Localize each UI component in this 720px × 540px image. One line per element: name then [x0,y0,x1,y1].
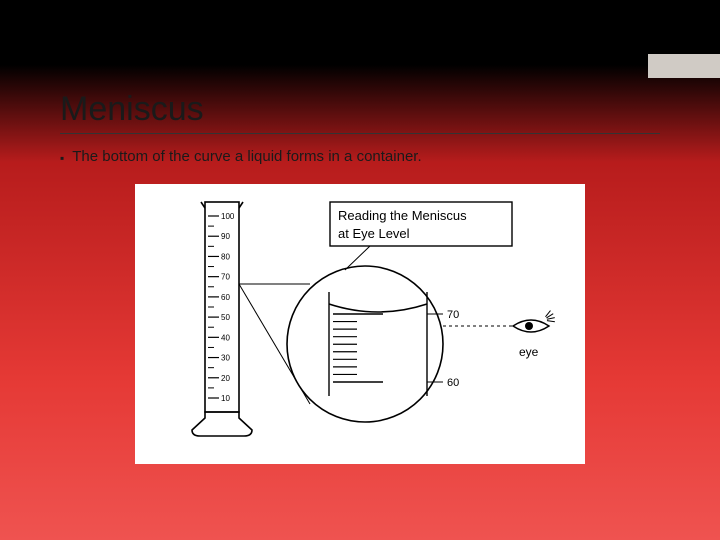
svg-text:20: 20 [221,374,230,383]
page-title: Meniscus [60,90,660,134]
svg-text:at Eye Level: at Eye Level [338,226,410,241]
slide-content: Meniscus ▪ The bottom of the curve a liq… [0,0,720,464]
svg-text:30: 30 [221,354,230,363]
svg-text:Reading the Meniscus: Reading the Meniscus [338,208,467,223]
bullet-item: ▪ The bottom of the curve a liquid forms… [60,148,660,168]
svg-text:80: 80 [221,252,230,261]
svg-text:40: 40 [221,333,230,342]
accent-bar [648,54,720,78]
svg-text:10: 10 [221,394,230,403]
svg-text:eye: eye [519,345,539,359]
svg-text:70: 70 [447,309,459,321]
bullet-marker: ▪ [60,148,64,168]
diagram-container: 100 90 80 70 60 50 40 30 20 10 Reading the Meniscu… [60,184,660,464]
svg-text:70: 70 [221,273,230,282]
meniscus-diagram: 100 90 80 70 60 50 40 30 20 10 Reading the Meniscu… [135,184,585,464]
svg-text:60: 60 [221,293,230,302]
svg-text:90: 90 [221,232,230,241]
svg-text:50: 50 [221,313,230,322]
svg-text:60: 60 [447,377,459,389]
svg-text:100: 100 [221,212,235,221]
bullet-text: The bottom of the curve a liquid forms i… [72,148,421,165]
